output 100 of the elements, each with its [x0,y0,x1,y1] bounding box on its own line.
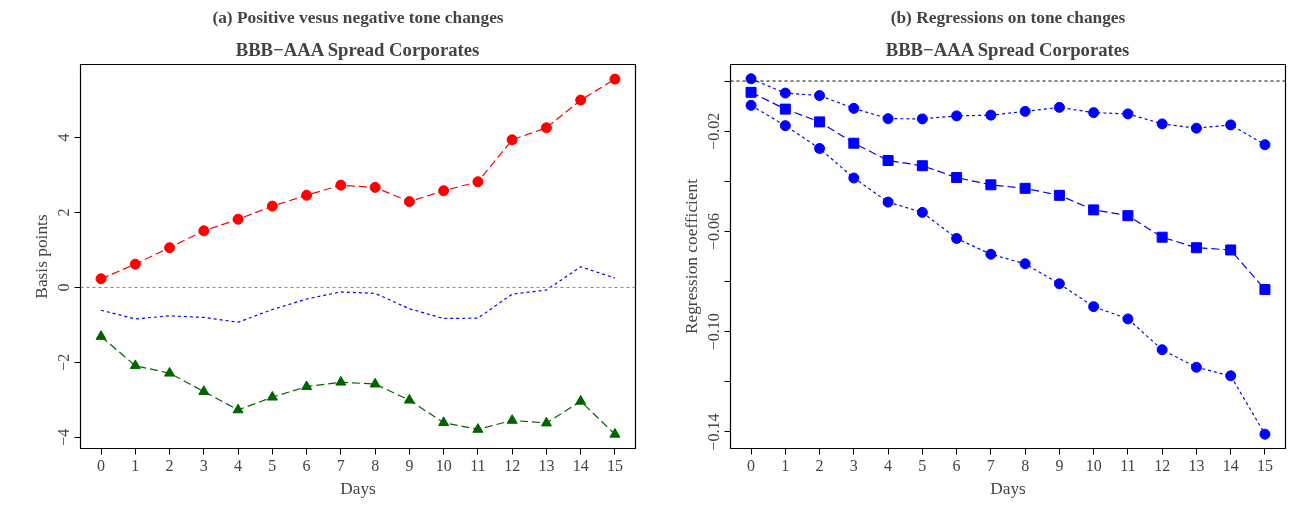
point [745,86,757,98]
point [1190,242,1202,254]
point [335,179,347,191]
x-tick-label: 5 [268,456,277,474]
x-tick-label: 12 [504,456,521,474]
point [848,172,860,184]
point [472,423,484,433]
point [403,393,415,404]
point [540,416,552,427]
point [506,414,518,424]
point [540,122,552,134]
point [1122,313,1134,325]
point [164,242,176,254]
point [916,160,928,172]
point [369,181,381,193]
point [882,196,894,208]
x-tick-label: 15 [1256,456,1273,474]
x-tick-label: 14 [572,456,589,474]
y-tick-label: −4 [55,428,73,446]
x-tick-label: 8 [371,456,380,474]
point [232,403,244,414]
point [95,273,107,285]
point [848,102,860,114]
point [266,200,278,212]
point [301,189,313,201]
point [1156,344,1168,356]
x-tick-label: 1 [131,456,140,474]
chart-title: (b) Regressions on tone changes [890,7,1126,27]
y-tick-label: −0.02 [705,112,723,150]
x-tick-label: 10 [1085,456,1102,474]
point [745,99,757,111]
point [848,137,860,149]
point [1259,428,1271,440]
point [609,73,621,85]
point [301,380,313,391]
x-tick-label: 11 [470,456,486,474]
x-tick-label: 2 [165,456,174,474]
point [882,113,894,125]
point [575,94,587,106]
y-tick-label: −0.06 [705,212,723,250]
point [1122,108,1134,120]
point [1122,210,1134,222]
x-tick-label: 3 [849,456,858,474]
y-axis-title: Basis points [31,214,51,299]
point [1225,370,1237,382]
y-tick-label: −0.14 [705,413,723,451]
x-tick-label: 6 [952,456,961,474]
x-tick-label: 13 [1188,456,1205,474]
x-tick-label: 6 [302,456,311,474]
point [882,155,894,166]
point [1259,284,1271,296]
point [198,385,210,395]
point [335,375,347,386]
y-tick-label: −2 [55,353,73,371]
y-tick-label: 0 [55,283,73,292]
point [129,359,141,370]
point [951,110,963,122]
point [1225,119,1237,131]
chart-title: (a) Positive vesus negative tone changes [212,7,504,27]
x-tick-label: 2 [815,456,824,474]
point [1088,204,1100,216]
x-tick-label: 4 [884,456,893,474]
x-tick-label: 3 [199,456,208,474]
point [1053,189,1065,201]
x-tick-label: 7 [986,456,995,474]
x-tick-label: 13 [538,456,555,474]
point [438,185,450,197]
x-tick-label: 5 [918,456,927,474]
point [951,232,963,244]
point [438,416,450,427]
point [985,109,997,121]
point [129,258,141,270]
point [1190,361,1202,373]
point [266,390,278,401]
x-tick-label: 0 [97,456,106,474]
point [779,87,791,99]
point [985,248,997,260]
x-tick-label: 9 [1055,456,1064,474]
y-tick-label: 2 [55,208,73,217]
x-tick-label: 11 [1120,456,1136,474]
point [1019,258,1031,270]
x-tick-label: 9 [405,456,414,474]
point [1225,244,1237,256]
point [1019,182,1031,194]
point [198,225,210,237]
point [369,377,381,388]
point [1088,107,1100,119]
x-tick-label: 8 [1021,456,1030,474]
x-tick-label: 1 [781,456,790,474]
point [1053,101,1065,113]
point [916,206,928,218]
point [779,103,791,115]
x-tick-label: 7 [336,456,345,474]
x-axis-title: Days [340,478,377,498]
point [1156,118,1168,130]
point [985,179,997,191]
y-axis-title: Regression coefficient [681,178,701,335]
point [1088,301,1100,313]
x-tick-label: 4 [234,456,243,474]
point [403,196,415,208]
